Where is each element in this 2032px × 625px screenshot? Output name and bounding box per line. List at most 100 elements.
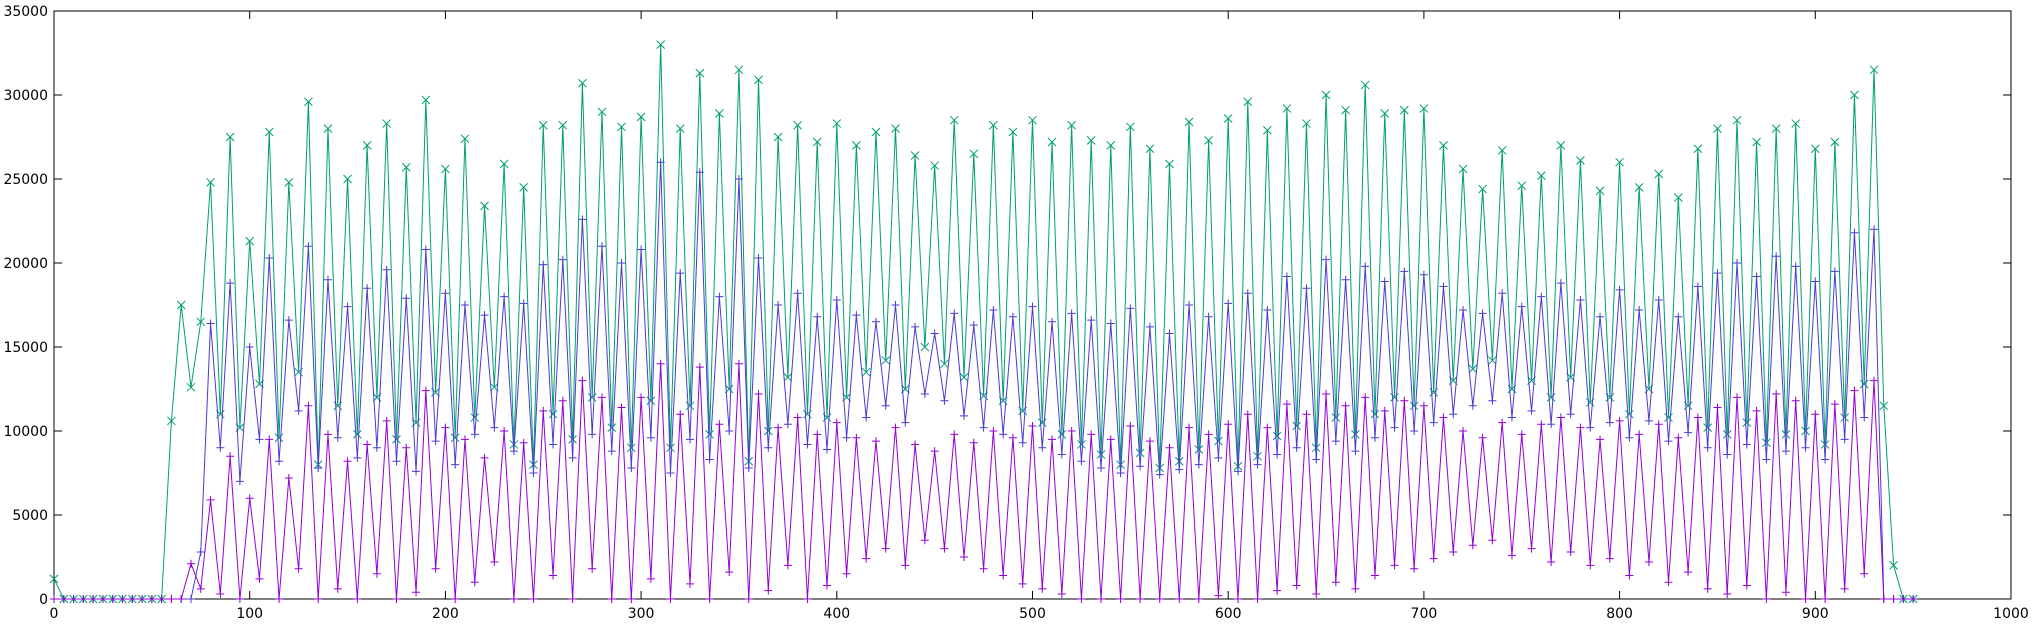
- point-marker: [255, 574, 264, 583]
- point-marker: [695, 68, 705, 78]
- point-marker: [646, 433, 655, 442]
- point-marker: [1625, 409, 1634, 419]
- x-tick-label: 700: [1411, 606, 1438, 622]
- point-marker: [421, 95, 431, 105]
- y-tick-label: 35000: [3, 4, 48, 20]
- point-marker: [1772, 252, 1781, 261]
- point-marker: [793, 289, 802, 298]
- point-marker: [940, 396, 949, 405]
- point-marker: [1311, 443, 1321, 453]
- point-marker: [588, 430, 597, 439]
- point-marker: [480, 453, 489, 462]
- point-marker: [59, 595, 68, 603]
- point-marker: [333, 584, 342, 593]
- point-marker: [1576, 423, 1585, 432]
- point-marker: [176, 300, 186, 310]
- point-marker: [1713, 403, 1722, 412]
- point-marker: [734, 359, 743, 368]
- point-marker: [1605, 418, 1614, 427]
- point-marker: [1341, 401, 1350, 410]
- point-marker: [1361, 262, 1370, 271]
- point-marker: [1302, 410, 1311, 419]
- point-marker: [715, 420, 724, 429]
- point-marker: [500, 427, 509, 435]
- point-marker: [1400, 396, 1409, 405]
- point-marker: [343, 457, 352, 466]
- point-marker: [353, 453, 362, 462]
- point-marker: [920, 536, 929, 545]
- point-marker: [1292, 443, 1301, 452]
- point-marker: [959, 372, 969, 382]
- point-marker: [216, 443, 225, 452]
- point-marker: [1008, 127, 1018, 137]
- point-marker: [1733, 259, 1742, 267]
- point-marker: [1859, 379, 1869, 389]
- point-marker: [294, 406, 303, 415]
- point-marker: [392, 457, 401, 466]
- point-marker: [1106, 141, 1116, 150]
- point-marker: [754, 253, 763, 262]
- point-marker: [1165, 443, 1174, 452]
- point-marker: [1419, 270, 1428, 279]
- point-marker: [1410, 427, 1419, 435]
- point-marker: [1644, 416, 1653, 425]
- point-marker: [852, 311, 861, 320]
- point-marker: [617, 403, 626, 412]
- point-marker: [1870, 376, 1879, 385]
- point-marker: [989, 427, 998, 435]
- point-marker: [1136, 595, 1145, 603]
- point-marker: [50, 595, 58, 603]
- point-marker: [1840, 413, 1850, 422]
- point-marker: [1116, 460, 1125, 469]
- x-tick-label: 500: [1019, 606, 1046, 622]
- point-marker: [1087, 430, 1096, 439]
- point-marker: [1899, 595, 1908, 603]
- point-marker: [284, 474, 293, 483]
- point-marker: [470, 413, 480, 422]
- point-marker: [1488, 396, 1497, 405]
- point-marker: [1507, 413, 1516, 422]
- point-marker: [538, 120, 548, 130]
- point-marker: [744, 463, 753, 472]
- point-marker: [979, 423, 988, 432]
- point-marker: [1243, 410, 1252, 419]
- point-marker: [245, 494, 254, 503]
- point-marker: [245, 343, 254, 351]
- point-marker: [1360, 80, 1370, 90]
- point-marker: [1840, 435, 1849, 444]
- point-marker: [89, 595, 98, 603]
- point-marker: [1722, 430, 1732, 439]
- point-marker: [1399, 105, 1409, 115]
- point-marker: [1791, 119, 1801, 128]
- point-marker: [881, 401, 890, 410]
- point-marker: [969, 321, 978, 330]
- point-marker: [1184, 117, 1194, 127]
- point-marker: [352, 430, 362, 439]
- point-marker: [1331, 413, 1341, 422]
- point-marker: [1498, 289, 1507, 298]
- point-marker: [1341, 275, 1350, 284]
- point-marker: [1439, 413, 1448, 422]
- point-marker: [323, 124, 333, 133]
- point-marker: [1713, 124, 1722, 133]
- point-marker: [304, 242, 313, 251]
- point-marker: [607, 423, 617, 432]
- point-marker: [1126, 304, 1135, 313]
- point-marker: [1292, 421, 1302, 431]
- point-marker: [999, 571, 1008, 580]
- point-marker: [363, 440, 372, 449]
- point-marker: [1615, 416, 1624, 425]
- point-marker: [1057, 589, 1066, 598]
- point-marker: [1811, 277, 1820, 286]
- point-marker: [578, 215, 587, 224]
- point-marker: [1615, 285, 1624, 294]
- point-marker: [920, 342, 930, 352]
- series: [50, 158, 1918, 603]
- point-marker: [1223, 114, 1233, 123]
- point-marker: [754, 75, 763, 85]
- point-marker: [1272, 431, 1282, 441]
- point-marker: [861, 367, 871, 377]
- point-marker: [823, 445, 832, 454]
- point-marker: [1576, 156, 1585, 165]
